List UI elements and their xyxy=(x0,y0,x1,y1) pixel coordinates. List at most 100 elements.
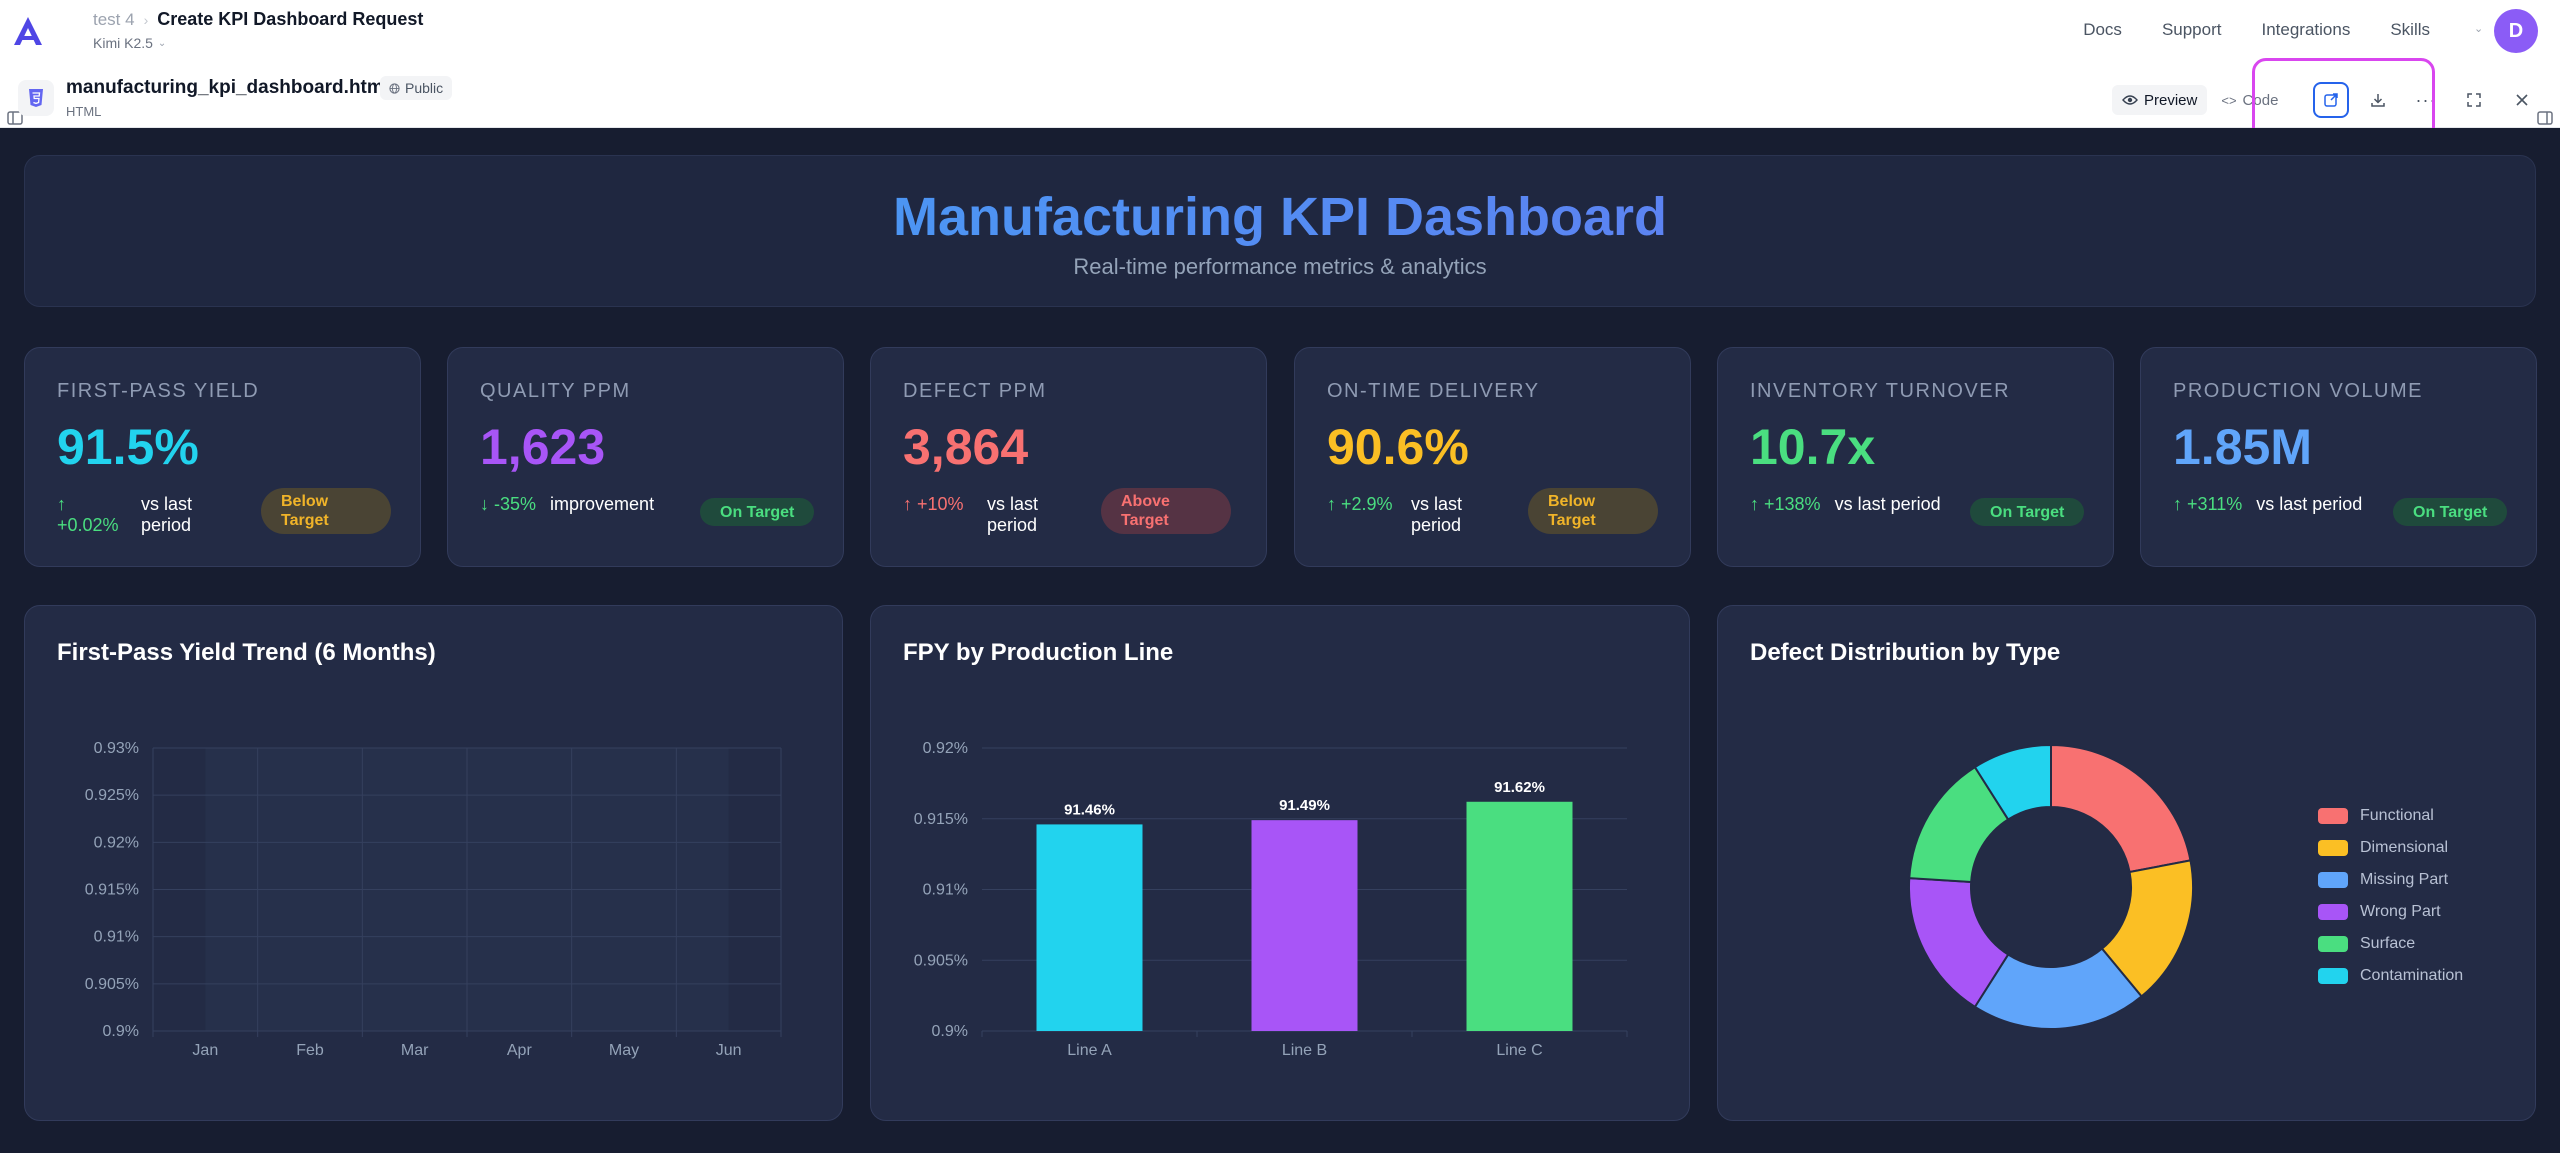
tab-code-label: Code xyxy=(2242,91,2279,109)
pie-slice xyxy=(2050,743,2192,874)
download-icon xyxy=(2371,94,2385,107)
dashboard-subtitle: Real-time performance metrics & analytic… xyxy=(1073,254,1487,279)
kpi-label: On-Time Delivery xyxy=(1327,380,1540,402)
nav-docs[interactable]: Docs xyxy=(2083,20,2122,39)
dashboard-header: Manufacturing KPI Dashboard Real-time pe… xyxy=(24,155,2536,307)
x-tick-label: Line A xyxy=(1067,1042,1112,1059)
kpi-change: ↑ +2.9% vs last period xyxy=(1327,494,1481,536)
close-icon xyxy=(2516,94,2528,106)
legend-swatch xyxy=(2318,968,2348,984)
kpi-value: 10.7x xyxy=(1750,419,1876,475)
x-tick-label: Apr xyxy=(507,1042,533,1059)
pie-slice xyxy=(1973,743,2052,821)
avatar[interactable]: D xyxy=(2494,9,2538,53)
y-tick-label: 0.905% xyxy=(85,976,139,993)
kpi-value: 1.85M xyxy=(2173,419,2312,475)
status-badge: Below Target xyxy=(1528,488,1658,534)
kpi-change: ↓ -35% improvement xyxy=(480,494,654,515)
y-tick-label: 0.93% xyxy=(94,740,139,757)
x-tick-label: Line B xyxy=(1282,1042,1327,1059)
kpi-change-context: vs last period xyxy=(1834,494,1941,514)
chart-legend: Functional Dimensional Missing Part Wrong P… xyxy=(2318,800,2463,992)
file-name: manufacturing_kpi_dashboard.html xyxy=(66,77,390,98)
legend-item[interactable]: Missing Part xyxy=(2318,864,2463,896)
y-tick-label: 0.92% xyxy=(923,740,968,757)
x-tick-label: Feb xyxy=(296,1042,324,1059)
chevron-down-icon: ⌄ xyxy=(157,37,167,49)
app-logo-icon[interactable] xyxy=(12,14,44,48)
breadcrumb-project[interactable]: test 4 xyxy=(93,9,135,29)
file-type: HTML xyxy=(66,104,102,119)
fullscreen-icon xyxy=(2467,93,2481,107)
kpi-change-context: vs last period xyxy=(2256,494,2363,514)
more-button[interactable]: ··· xyxy=(2408,82,2444,118)
top-nav: Docs Support Integrations Skills xyxy=(2083,20,2430,40)
legend-label: Contamination xyxy=(2360,967,2464,984)
legend-item[interactable]: Surface xyxy=(2318,928,2463,960)
code-icon: <> xyxy=(2221,92,2237,108)
open-external-button[interactable] xyxy=(2313,82,2349,118)
data-label: 91.62% xyxy=(1494,779,1545,796)
kpi-change: ↑ +311% vs last period xyxy=(2173,494,2362,515)
kpi-value: 90.6% xyxy=(1327,419,1469,475)
view-toggle: Preview <> Code xyxy=(2112,84,2288,116)
legend-label: Missing Part xyxy=(2360,871,2449,888)
kpi-label: Defect PPM xyxy=(903,380,1047,402)
kpi-card: Quality PPM 1,623 ↓ -35% improvement On Targ… xyxy=(447,347,844,567)
visibility-badge[interactable]: Public xyxy=(380,76,453,100)
legend-swatch xyxy=(2318,808,2348,824)
data-label: 91.49% xyxy=(1279,797,1330,814)
fullscreen-button[interactable] xyxy=(2456,82,2492,118)
nav-skills[interactable]: Skills xyxy=(2390,20,2430,39)
legend-item[interactable]: Functional xyxy=(2318,800,2463,832)
globe-icon xyxy=(389,82,400,94)
kpi-label: Inventory Turnover xyxy=(1750,380,2011,402)
y-tick-label: 0.9% xyxy=(103,1023,139,1040)
status-badge: On Target xyxy=(2393,498,2508,526)
chart-title: FPY by Production Line xyxy=(903,639,1174,666)
kpi-change-context: vs last period xyxy=(987,494,1039,535)
nav-integrations[interactable]: Integrations xyxy=(2261,20,2351,39)
x-tick-label: Mar xyxy=(401,1042,429,1059)
legend-item[interactable]: Contamination xyxy=(2318,960,2463,992)
kpi-value: 3,864 xyxy=(903,419,1029,475)
kpi-change-value: ↑ +138% xyxy=(1750,494,1821,514)
y-tick-label: 0.915% xyxy=(85,882,139,899)
legend-item[interactable]: Dimensional xyxy=(2318,832,2463,864)
account-chevron-down-icon[interactable]: ⌄ xyxy=(2474,23,2484,35)
kpi-change-context: vs last period xyxy=(1411,494,1463,535)
right-panel-toggle-icon[interactable] xyxy=(2532,106,2558,130)
y-tick-label: 0.9% xyxy=(932,1023,968,1040)
legend-label: Functional xyxy=(2360,807,2434,824)
fpy-by-line-chart: 0.92% 0.915% 0.91% 0.905% 0.9% 91.46% Line A 91… xyxy=(914,740,1628,1059)
legend-swatch xyxy=(2318,872,2348,888)
tab-preview[interactable]: Preview xyxy=(2112,85,2208,115)
data-label: 91.46% xyxy=(1064,801,1115,818)
legend-item[interactable]: Wrong Part xyxy=(2318,896,2463,928)
kpi-value: 1,623 xyxy=(480,419,606,475)
y-tick-label: 0.905% xyxy=(914,952,968,969)
html5-icon xyxy=(18,80,54,116)
kpi-label: First-Pass Yield xyxy=(57,380,260,402)
legend-label: Wrong Part xyxy=(2360,903,2441,920)
nav-support[interactable]: Support xyxy=(2161,20,2222,39)
x-tick-label: May xyxy=(609,1042,639,1059)
app-header: test 4 › Create KPI Dashboard Request Ki… xyxy=(0,0,2560,66)
y-tick-label: 0.92% xyxy=(94,834,139,851)
status-badge: Above Target xyxy=(1101,488,1231,534)
fpy-trend-card: First-Pass Yield Trend (6 Months) 0.93% 0… xyxy=(24,605,843,1121)
kpi-change-value: ↑ +10% xyxy=(903,494,964,514)
chat-title[interactable]: Create KPI Dashboard Request xyxy=(157,9,424,29)
tab-code[interactable]: <> Code xyxy=(2211,85,2288,115)
download-button[interactable] xyxy=(2360,82,2396,118)
kpi-change-value: ↑ +2.9% xyxy=(1327,494,1393,514)
kpi-card: First-Pass Yield 91.5% ↑ +0.02% vs last per… xyxy=(24,347,421,567)
kpi-change-value: ↑ +0.02% xyxy=(57,494,119,535)
kpi-change-value: ↑ +311% xyxy=(2173,494,2243,514)
left-panel-toggle-icon[interactable] xyxy=(2,106,28,130)
y-tick-label: 0.915% xyxy=(914,811,968,828)
x-tick-label: Line C xyxy=(1496,1042,1542,1059)
model-selector[interactable]: Kimi K2.5 ⌄ xyxy=(93,35,166,51)
kpi-change-context: improvement xyxy=(550,494,655,514)
close-button[interactable] xyxy=(2504,82,2540,118)
